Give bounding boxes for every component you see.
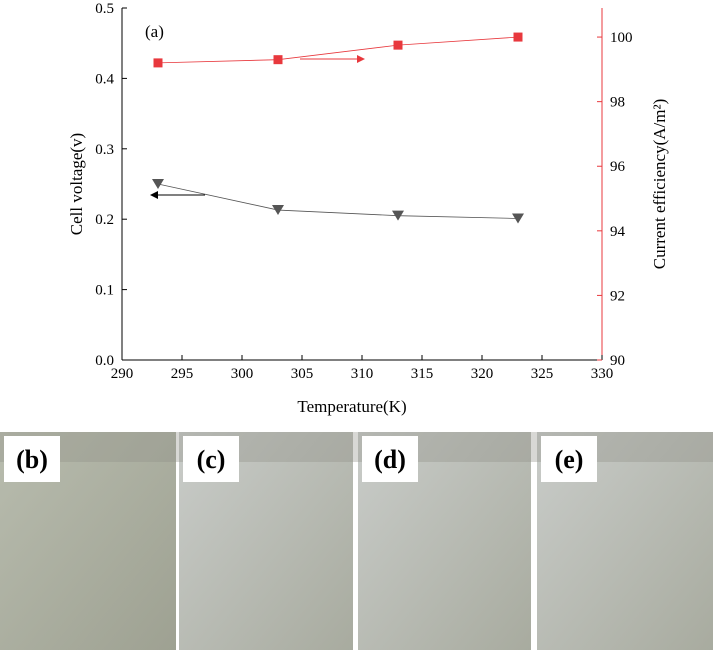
y2-tick-label: 100 — [610, 30, 633, 46]
x-tick-label: 310 — [351, 366, 374, 382]
y2-tick-label: 98 — [610, 95, 625, 111]
marker — [273, 55, 283, 65]
marker — [513, 32, 523, 42]
y-tick-label: 0.0 — [95, 353, 114, 369]
y-tick-label: 0.3 — [95, 142, 114, 158]
marker — [272, 205, 284, 216]
y2-axis-label: Current efficiency(A/m²) — [650, 99, 669, 269]
marker — [512, 213, 524, 224]
photo-top — [0, 432, 713, 462]
panel-label-box — [362, 436, 418, 482]
arrow — [150, 55, 365, 199]
x-tick-label: 325 — [531, 366, 554, 382]
x-tick-label: 295 — [171, 366, 194, 382]
y-tick-label: 0.5 — [95, 1, 114, 17]
y2-tick-label: 96 — [610, 159, 626, 175]
y-tick-label: 0.2 — [95, 212, 114, 228]
panel-label: (c) — [197, 445, 226, 474]
arrow-head — [357, 55, 365, 63]
x-tick-label: 330 — [591, 366, 614, 382]
series-line — [157, 183, 519, 219]
y-tick-label: 0.4 — [95, 71, 114, 87]
marker — [393, 40, 403, 50]
y2-tick-label: 92 — [610, 288, 625, 304]
x-tick-label: 320 — [471, 366, 494, 382]
x-axis-label: Temperature(K) — [297, 397, 406, 416]
panel-label: (e) — [555, 445, 584, 474]
marker — [392, 210, 404, 221]
panel-label: (d) — [374, 445, 406, 474]
x-tick-label: 305 — [291, 366, 314, 382]
panel-label: (b) — [16, 445, 48, 474]
y2-tick-label: 90 — [610, 353, 625, 369]
panel-label-box — [541, 436, 597, 482]
panel-label-box — [183, 436, 239, 482]
panel-label-box — [4, 436, 60, 482]
annotation: (a) — [145, 22, 164, 41]
y-axis-label: Cell voltage(v) — [67, 133, 86, 235]
x-tick-label: 300 — [231, 366, 254, 382]
marker — [153, 58, 163, 68]
photo-strip — [0, 432, 713, 650]
y2-tick-label: 94 — [610, 224, 626, 240]
y-tick-label: 0.1 — [95, 283, 114, 299]
x-tick-label: 315 — [411, 366, 434, 382]
series-line — [157, 36, 519, 64]
x-tick-label: 290 — [111, 366, 134, 382]
arrow-head — [150, 191, 158, 199]
marker — [152, 179, 164, 189]
